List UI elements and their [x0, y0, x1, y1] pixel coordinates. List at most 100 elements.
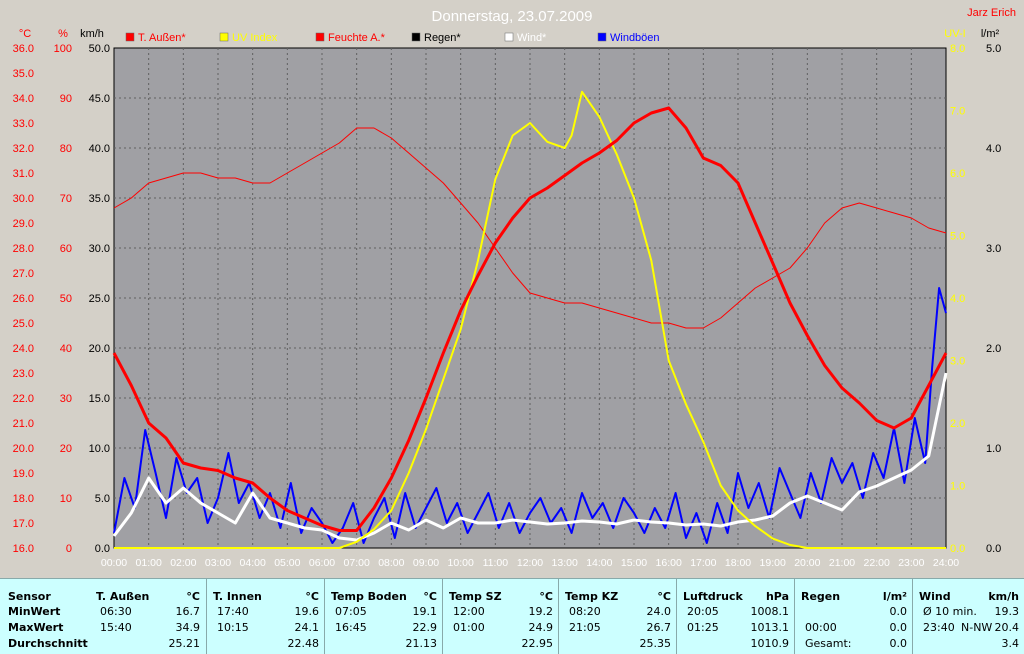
y-tick-humidity: 50 [60, 293, 72, 305]
x-tick: 06:00 [309, 557, 335, 569]
stats-max-time: 00:00 [805, 621, 837, 634]
x-tick: 19:00 [760, 557, 786, 569]
y-tick-uv: 4.0 [950, 293, 965, 305]
y-tick-wind: 0.0 [95, 543, 110, 555]
stats-min-time: 07:05 [335, 605, 367, 618]
stats-avg-value: 0.0 [889, 637, 908, 650]
stats-min-value: 24.0 [646, 605, 672, 618]
stats-min-value: 16.7 [175, 605, 201, 618]
stats-avg-value: 22.95 [521, 637, 554, 650]
legend-swatch [597, 32, 607, 42]
y-tick-humidity: 30 [60, 393, 72, 405]
y-tick-wind: 25.0 [89, 293, 110, 305]
y-tick-temp: 19.0 [13, 468, 34, 480]
series-line-windb-en [113, 287, 947, 544]
y-tick-temp: 22.0 [13, 393, 34, 405]
x-tick: 09:00 [413, 557, 439, 569]
stats-column: T. Außen °C 06:30 16.7 15:40 34.9 25.21 [90, 579, 206, 654]
y-tick-temp: 27.0 [13, 268, 34, 280]
x-tick: 21:00 [829, 557, 855, 569]
stats-column: Wind km/h Ø 10 min. 19.3 23:40 N-NW 20.4 3.4 [912, 579, 1024, 654]
stats-max-time: 01:00 [453, 621, 485, 634]
stats-col-unit: °C [423, 590, 437, 603]
y-tick-rain: 1.0 [986, 443, 1001, 455]
y-tick-humidity: 0 [66, 543, 72, 555]
stats-column: Regen l/m² 0.0 00:00 0.0 Gesamt: 0.0 [794, 579, 913, 654]
stats-min-time: Ø 10 min. [923, 605, 977, 618]
y-tick-wind: 30.0 [89, 243, 110, 255]
x-tick: 11:00 [483, 557, 509, 569]
stats-min-time: 17:40 [217, 605, 249, 618]
x-tick: 18:00 [725, 557, 751, 569]
y-tick-humidity: 40 [60, 343, 72, 355]
stats-max-time: 15:40 [100, 621, 132, 634]
y-tick-wind: 50.0 [89, 43, 110, 55]
stats-min-value: 19.6 [294, 605, 320, 618]
y-tick-rain: 5.0 [986, 43, 1001, 55]
y-tick-humidity: 10 [60, 493, 72, 505]
stats-avg-value: 3.4 [1001, 637, 1020, 650]
y-tick-temp: 25.0 [13, 318, 34, 330]
y-tick-temp: 26.0 [13, 293, 34, 305]
x-tick: 16:00 [656, 557, 682, 569]
series-line-t-au-en [112, 106, 948, 532]
stats-max-value: 26.7 [646, 621, 672, 634]
stats-max-time: 10:15 [217, 621, 249, 634]
y-tick-temp: 29.0 [13, 218, 34, 230]
y-tick-uv: 2.0 [950, 418, 965, 430]
y-tick-temp: 32.0 [13, 143, 34, 155]
series-line-feuchte-a [113, 127, 947, 329]
stats-max-direction: N-NW [961, 621, 993, 634]
weather-chart: Donnerstag, 23.07.2009 Jarz Erich °C % k… [12, 7, 1016, 569]
legend-swatch [411, 32, 421, 42]
y-tick-temp: 33.0 [13, 118, 34, 130]
y-tick-temp: 28.0 [13, 243, 34, 255]
legend-swatch [125, 32, 135, 42]
stats-column: Temp Boden °C 07:05 19.1 16:45 22.9 21.13 [324, 579, 443, 654]
author-label: Jarz Erich [967, 7, 1016, 19]
legend-label: Wind* [517, 32, 547, 44]
stats-col-header: Temp Boden [331, 590, 407, 603]
y-tick-rain: 4.0 [986, 143, 1001, 155]
x-tick: 05:00 [274, 557, 300, 569]
y-tick-temp: 30.0 [13, 193, 34, 205]
stats-avg-value: 1010.9 [750, 637, 790, 650]
y-tick-uv: 8.0 [950, 43, 965, 55]
x-tick: 15:00 [621, 557, 647, 569]
stats-max-time: 21:05 [569, 621, 601, 634]
stats-max-value: 20.4 [994, 621, 1020, 634]
stats-avg-value: 22.48 [287, 637, 320, 650]
legend-label: T. Außen* [138, 32, 186, 44]
stats-max-time: 16:45 [335, 621, 367, 634]
stats-max-value: 22.9 [412, 621, 438, 634]
max-label: MaxWert [8, 621, 64, 634]
avg-label: Durchschnitt [8, 637, 88, 650]
stats-col-header: T. Innen [213, 590, 262, 603]
y-tick-uv: 5.0 [950, 231, 965, 243]
unit-temp: °C [19, 28, 31, 40]
y-tick-humidity: 60 [60, 243, 72, 255]
stats-max-value: 24.9 [528, 621, 554, 634]
x-tick: 10:00 [448, 557, 474, 569]
stats-max-value: 24.1 [294, 621, 320, 634]
stats-table: Sensor MinWert MaxWert Durchschnitt T. A… [0, 578, 1024, 654]
unit-rain: l/m² [981, 28, 1000, 40]
x-tick: 22:00 [864, 557, 890, 569]
stats-col-unit: °C [186, 590, 200, 603]
stats-col-unit: km/h [988, 590, 1019, 603]
stats-min-value: 19.3 [994, 605, 1020, 618]
legend-label: Windböen [610, 32, 660, 44]
x-tick: 23:00 [898, 557, 924, 569]
legend-label: UV Index [232, 32, 278, 44]
stats-col-unit: °C [657, 590, 671, 603]
legend-label: Regen* [424, 32, 461, 44]
stats-min-value: 1008.1 [750, 605, 790, 618]
y-tick-temp: 34.0 [13, 93, 34, 105]
stats-min-value: 0.0 [889, 605, 908, 618]
y-tick-rain: 3.0 [986, 243, 1001, 255]
legend-label: Feuchte A.* [328, 32, 386, 44]
sensor-label: Sensor [8, 590, 51, 603]
y-tick-rain: 0.0 [986, 543, 1001, 555]
stats-col-unit: °C [539, 590, 553, 603]
legend-swatch [504, 32, 514, 42]
